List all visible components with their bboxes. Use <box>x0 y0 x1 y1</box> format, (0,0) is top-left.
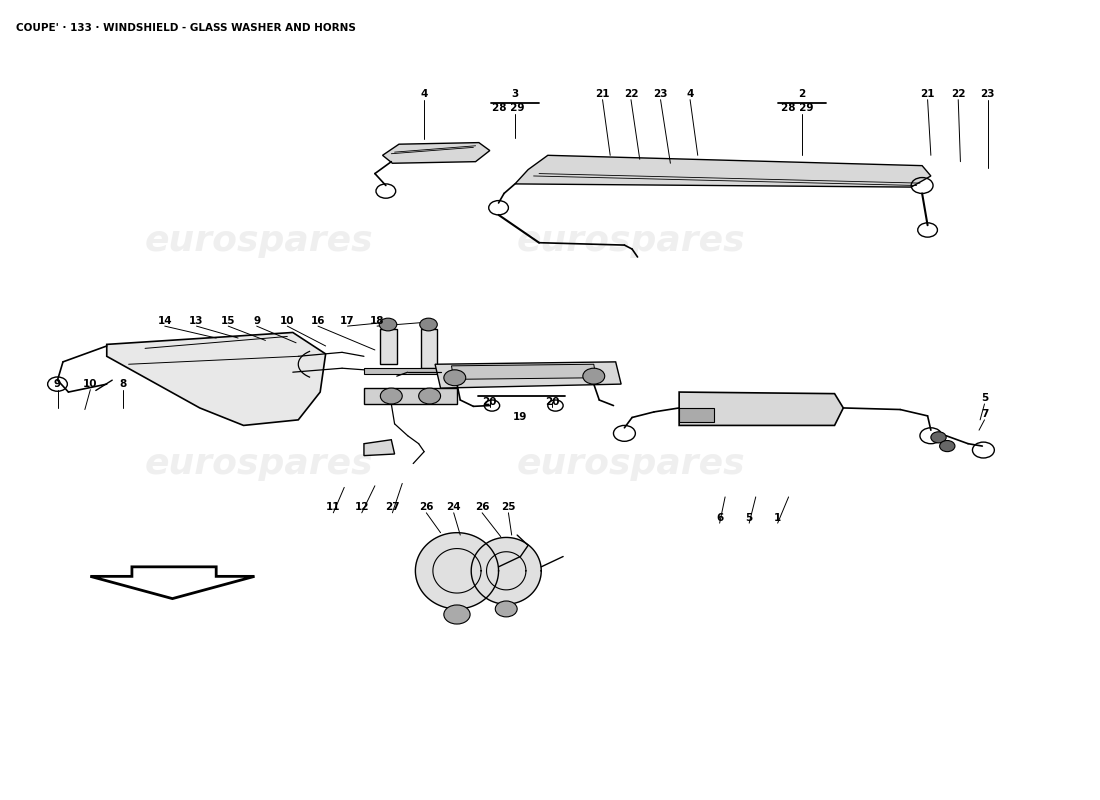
Text: 26: 26 <box>419 502 433 512</box>
Text: 28 29: 28 29 <box>781 102 814 113</box>
Circle shape <box>419 388 441 404</box>
Text: 17: 17 <box>340 315 355 326</box>
Text: 10: 10 <box>84 379 98 389</box>
Text: 20: 20 <box>544 397 560 406</box>
Circle shape <box>495 601 517 617</box>
Text: 16: 16 <box>310 315 326 326</box>
Polygon shape <box>364 388 456 404</box>
Text: 7: 7 <box>981 410 988 419</box>
Text: eurospares: eurospares <box>517 446 746 481</box>
Polygon shape <box>383 142 490 163</box>
Polygon shape <box>471 538 541 604</box>
Text: 14: 14 <box>157 315 172 326</box>
Text: 18: 18 <box>370 315 384 326</box>
Circle shape <box>443 605 470 624</box>
Polygon shape <box>90 567 254 598</box>
Polygon shape <box>679 392 844 426</box>
Circle shape <box>939 441 955 452</box>
Circle shape <box>379 318 397 331</box>
Text: 5: 5 <box>981 394 988 403</box>
Circle shape <box>583 368 605 384</box>
Text: 23: 23 <box>980 89 996 99</box>
Polygon shape <box>679 408 714 422</box>
Text: 10: 10 <box>280 315 295 326</box>
Text: 22: 22 <box>952 89 966 99</box>
Text: 1: 1 <box>774 513 781 522</box>
Text: 19: 19 <box>514 412 528 422</box>
Polygon shape <box>436 362 622 388</box>
Text: eurospares: eurospares <box>517 224 746 258</box>
Text: 3: 3 <box>512 89 518 99</box>
Text: 12: 12 <box>354 502 368 512</box>
Text: 24: 24 <box>447 502 461 512</box>
Circle shape <box>931 432 946 443</box>
Text: 26: 26 <box>475 502 490 512</box>
Text: eurospares: eurospares <box>145 224 374 258</box>
Text: 15: 15 <box>221 315 235 326</box>
Text: 22: 22 <box>624 89 638 99</box>
Text: 9: 9 <box>253 315 261 326</box>
Text: 4: 4 <box>686 89 694 99</box>
Text: 11: 11 <box>326 502 341 512</box>
Text: eurospares: eurospares <box>145 446 374 481</box>
Text: 6: 6 <box>716 513 724 522</box>
Text: 9: 9 <box>54 379 62 389</box>
Text: 5: 5 <box>746 513 752 522</box>
Text: 25: 25 <box>502 502 516 512</box>
Polygon shape <box>416 533 498 609</box>
Polygon shape <box>381 329 397 364</box>
Text: 23: 23 <box>653 89 668 99</box>
Text: 8: 8 <box>120 379 127 389</box>
Text: 21: 21 <box>595 89 609 99</box>
Text: 4: 4 <box>420 89 428 99</box>
Text: COUPE' · 133 · WINDSHIELD - GLASS WASHER AND HORNS: COUPE' · 133 · WINDSHIELD - GLASS WASHER… <box>15 22 355 33</box>
Circle shape <box>443 370 465 386</box>
Polygon shape <box>421 329 438 368</box>
Text: 13: 13 <box>189 315 204 326</box>
Polygon shape <box>107 333 326 426</box>
Polygon shape <box>364 440 395 456</box>
Text: 21: 21 <box>921 89 935 99</box>
Text: 28 29: 28 29 <box>492 102 525 113</box>
Text: 2: 2 <box>799 89 805 99</box>
Polygon shape <box>451 364 596 379</box>
Circle shape <box>381 388 403 404</box>
Text: 27: 27 <box>385 502 399 512</box>
Polygon shape <box>364 368 462 374</box>
Circle shape <box>420 318 438 331</box>
Polygon shape <box>515 155 931 187</box>
Text: 20: 20 <box>483 397 497 406</box>
